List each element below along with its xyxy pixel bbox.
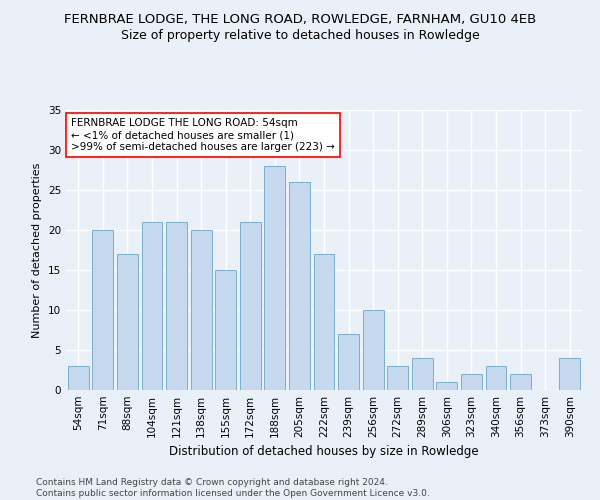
Bar bbox=[117, 254, 138, 390]
Text: FERNBRAE LODGE, THE LONG ROAD, ROWLEDGE, FARNHAM, GU10 4EB: FERNBRAE LODGE, THE LONG ROAD, ROWLEDGE,… bbox=[64, 12, 536, 26]
Bar bbox=[215, 270, 236, 390]
Bar bbox=[314, 254, 334, 390]
Y-axis label: Number of detached properties: Number of detached properties bbox=[32, 162, 43, 338]
Bar bbox=[387, 366, 408, 390]
Bar bbox=[461, 374, 482, 390]
Bar bbox=[436, 382, 457, 390]
Text: Size of property relative to detached houses in Rowledge: Size of property relative to detached ho… bbox=[121, 29, 479, 42]
Bar bbox=[265, 166, 286, 390]
Bar bbox=[559, 358, 580, 390]
X-axis label: Distribution of detached houses by size in Rowledge: Distribution of detached houses by size … bbox=[169, 446, 479, 458]
Text: Contains HM Land Registry data © Crown copyright and database right 2024.
Contai: Contains HM Land Registry data © Crown c… bbox=[36, 478, 430, 498]
Bar bbox=[166, 222, 187, 390]
Bar bbox=[289, 182, 310, 390]
Text: FERNBRAE LODGE THE LONG ROAD: 54sqm
← <1% of detached houses are smaller (1)
>99: FERNBRAE LODGE THE LONG ROAD: 54sqm ← <1… bbox=[71, 118, 335, 152]
Bar bbox=[68, 366, 89, 390]
Bar bbox=[362, 310, 383, 390]
Bar bbox=[510, 374, 531, 390]
Bar bbox=[191, 230, 212, 390]
Bar bbox=[142, 222, 163, 390]
Bar bbox=[92, 230, 113, 390]
Bar bbox=[240, 222, 261, 390]
Bar bbox=[338, 334, 359, 390]
Bar bbox=[412, 358, 433, 390]
Bar bbox=[485, 366, 506, 390]
